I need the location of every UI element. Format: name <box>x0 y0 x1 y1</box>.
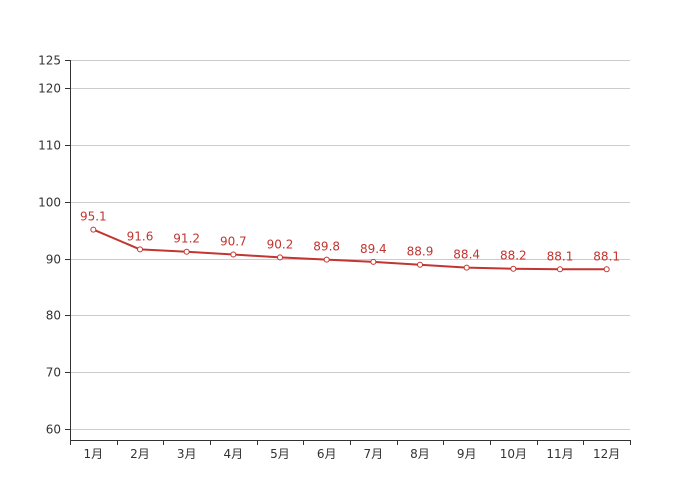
y-tick-label: 70 <box>46 366 61 380</box>
x-tick-label: 6月 <box>317 447 337 461</box>
series-group <box>90 226 610 273</box>
x-tick-label: 9月 <box>457 447 477 461</box>
y-tick-label: 80 <box>46 309 61 323</box>
data-point <box>557 266 563 273</box>
y-tick-label: 125 <box>38 54 61 68</box>
x-tick-label: 8月 <box>410 447 430 461</box>
y-axis-ticks: 60 70 80 90 100 110 120 125 <box>38 54 70 437</box>
data-label: 90.2 <box>267 237 294 251</box>
y-tick-label: 100 <box>38 196 61 210</box>
series-line <box>92 228 607 271</box>
x-tick-label: 2月 <box>130 447 150 461</box>
data-label: 88.1 <box>547 249 574 263</box>
data-point <box>417 261 423 268</box>
data-label: 89.4 <box>360 242 387 256</box>
data-label: 88.2 <box>500 249 527 263</box>
y-tick-label: 90 <box>46 253 61 267</box>
data-label: 91.2 <box>173 232 200 246</box>
x-tick-label: 3月 <box>177 447 197 461</box>
data-point <box>183 248 190 255</box>
x-tick-label: 5月 <box>270 447 290 461</box>
data-point <box>137 246 143 253</box>
data-point <box>90 226 97 233</box>
data-label: 89.8 <box>313 240 340 254</box>
data-label: 95.1 <box>80 210 107 224</box>
x-tick-label: 11月 <box>546 447 573 461</box>
data-point <box>463 264 470 271</box>
x-tick-label: 4月 <box>224 447 244 461</box>
data-labels: 95.1 91.6 91.2 90.7 90.2 89.8 89.4 88.9 88.4 88.2… <box>80 210 620 264</box>
data-point <box>323 256 330 263</box>
y-tick-label: 60 <box>46 423 61 437</box>
x-tick-label: 1月 <box>84 447 104 461</box>
data-point <box>230 251 237 258</box>
data-point <box>370 258 377 265</box>
x-axis-ticks: 1月 2月 3月 4月 5月 6月 7月 8月 9月 10月 11月 12月 <box>70 440 631 461</box>
y-tick-label: 110 <box>38 139 61 153</box>
data-label: 88.9 <box>407 245 434 259</box>
data-point <box>603 266 610 273</box>
data-point <box>510 265 517 272</box>
x-tick-label: 10月 <box>500 447 527 461</box>
data-label: 91.6 <box>127 229 154 243</box>
data-label: 88.4 <box>453 248 480 262</box>
data-label: 88.1 <box>593 249 620 263</box>
data-label: 90.7 <box>220 235 247 249</box>
data-point <box>277 254 283 261</box>
y-tick-label: 120 <box>38 82 61 96</box>
x-tick-label: 7月 <box>364 447 384 461</box>
grid-lines <box>70 60 630 430</box>
x-tick-label: 12月 <box>593 447 620 461</box>
